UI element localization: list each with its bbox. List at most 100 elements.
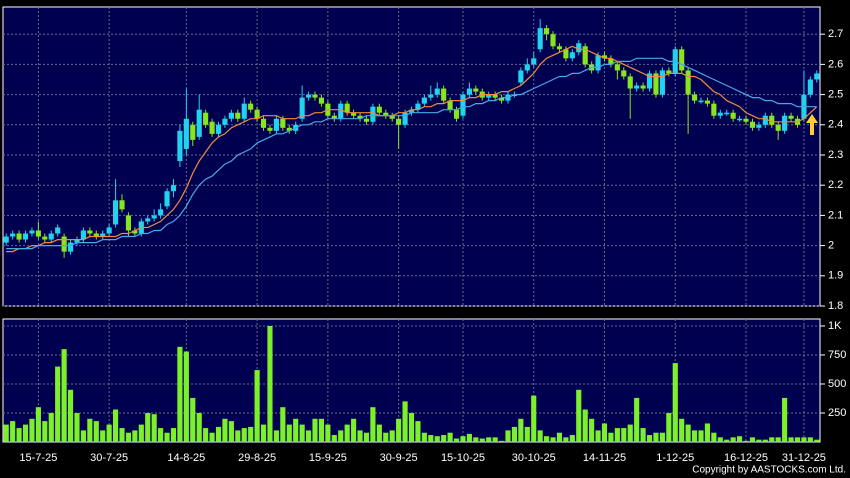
candle-body [55,227,61,234]
x-tick-label: 30-7-25 [90,452,128,464]
volume-bar [749,437,756,442]
candle-body [351,112,357,116]
candle-body [93,233,99,237]
volume-bar [537,430,543,442]
candle-body [177,130,183,162]
y-tick-label: 1.9 [828,270,843,282]
candle-body [48,233,54,240]
candle-body [196,109,202,137]
candle-body [357,115,363,119]
candle-body [402,112,408,125]
y-tick-label: 750 [828,349,846,361]
candle-body [203,112,209,125]
candle-body [685,70,691,95]
x-tick-label: 30-10-25 [512,452,556,464]
candle-body [408,109,415,113]
candle-body [428,94,434,98]
candle-body [634,85,640,89]
candle-body [737,118,743,121]
volume-bar [762,439,768,442]
volume-bar [460,436,466,442]
candle-body [267,127,273,131]
candle-body [164,191,170,207]
volume-bar [48,412,54,442]
volume-bar [473,437,479,442]
candle-body [498,97,505,101]
candle-body [717,112,723,116]
volume-bar [724,439,730,442]
y-tick-label: 1K [828,320,842,332]
volume-bar [769,437,775,442]
candle-body [312,94,318,98]
candle-body [338,103,344,119]
volume-bar [453,438,460,442]
y-tick-label: 2.3 [828,149,843,161]
volume-bar [544,436,550,442]
volume-bar [273,430,279,442]
candle-body [434,88,440,95]
volume-bar [318,418,325,442]
y-tick-label: 2.5 [828,88,843,100]
volume-bar [556,432,563,442]
candle-body [421,97,427,104]
candle-body [749,121,756,128]
volume-bar [260,424,267,442]
candle-body [518,70,524,83]
volume-bar [299,424,305,442]
volume-bar [627,424,633,442]
volume-bar [511,426,518,442]
volume-bar [74,412,80,442]
volume-bar [293,418,299,442]
candle-body [113,200,119,225]
volume-bar [10,421,16,442]
candle-body [248,103,254,110]
volume-bar [408,412,415,442]
y-tick-label: 1.8 [828,300,843,312]
candle-body [299,97,305,119]
candle-body [80,230,86,240]
candle-body [280,118,286,128]
x-tick-label: 30-9-25 [380,452,418,464]
candle-body [376,106,382,113]
volume-bar [170,428,177,442]
volume-bar [685,424,691,442]
x-tick-label: 31-12-25 [782,452,826,464]
volume-bar [16,428,22,442]
candle-body [711,103,717,116]
candle-body [807,79,813,95]
candle-body [621,70,627,77]
volume-bar [563,437,569,442]
volume-bar [711,432,717,442]
candle-body [679,49,685,71]
volume-bar [814,439,820,442]
candle-body [544,28,550,35]
y-tick-label: 2.4 [828,119,843,131]
x-tick-label: 29-8-25 [238,452,276,464]
candle-body [331,115,337,119]
candle-body [441,88,447,101]
volume-bar [209,432,215,442]
candle-body [511,94,518,97]
volume-bar [93,421,99,442]
candle-body [158,209,164,216]
volume-bar [3,424,9,442]
candle-body [782,115,788,131]
volume-bar [132,430,138,442]
volume-bar [486,437,492,442]
volume-bar [479,438,485,442]
candle-body [87,230,93,234]
volume-bar [730,437,736,442]
x-tick-label: 14-8-25 [167,452,205,464]
volume-bar [434,436,440,442]
volume-bar [254,370,260,442]
y-tick-label: 500 [828,378,846,390]
volume-bar [164,432,170,442]
candle-body [524,64,530,71]
candle-body [788,115,794,119]
volume-bar [576,389,582,442]
volume-bar [61,349,67,442]
volume-bar [119,428,125,442]
volume-bar [717,437,723,442]
candle-body [383,112,389,116]
volume-bar [80,430,86,442]
